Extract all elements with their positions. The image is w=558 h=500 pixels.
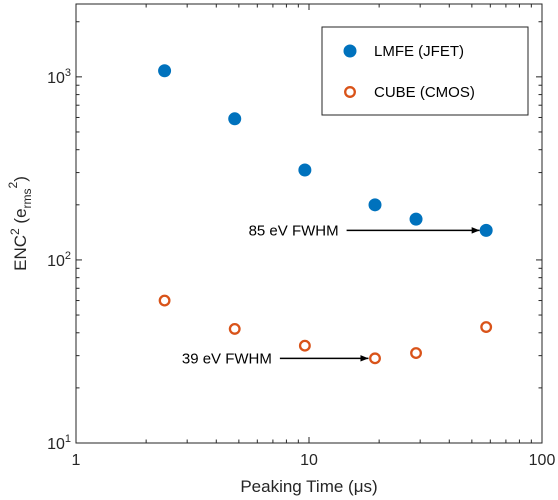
data-point-series-0 xyxy=(298,163,312,177)
y-axis-label: ENC2 (erms2) xyxy=(6,176,34,271)
data-point-series-1 xyxy=(480,321,493,333)
data-point-series-1 xyxy=(158,294,171,307)
legend-marker-open-circle xyxy=(344,86,356,98)
x-tick-label: 10 xyxy=(300,452,318,469)
x-axis-label: Peaking Time (μs) xyxy=(240,477,377,496)
y-tick-label: 102 xyxy=(47,250,71,270)
data-point-series-0 xyxy=(409,212,423,226)
x-tick-label: 100 xyxy=(529,452,556,469)
data-point-series-0 xyxy=(368,198,382,212)
legend: LMFE (JFET) CUBE (CMOS) xyxy=(321,26,529,116)
data-point-series-1 xyxy=(298,339,311,352)
annotation-label: 39 eV FWHM xyxy=(182,350,272,367)
legend-label: LMFE (JFET) xyxy=(374,43,464,60)
data-markers xyxy=(158,64,493,365)
annotation-label: 85 eV FWHM xyxy=(249,222,339,239)
annotations: 85 eV FWHM 39 eV FWHM xyxy=(182,222,480,367)
data-point-series-1 xyxy=(369,352,381,365)
tick-labels: 1 10 100 101 102 103 xyxy=(47,67,555,469)
y-tick-label: 103 xyxy=(47,67,71,87)
data-point-series-1 xyxy=(228,322,241,335)
data-point-series-0 xyxy=(158,64,172,78)
x-tick-label: 1 xyxy=(72,452,81,469)
legend-marker-filled-circle xyxy=(343,44,357,58)
axis-ticks xyxy=(75,4,542,444)
data-point-series-0 xyxy=(479,223,493,237)
y-tick-label: 101 xyxy=(47,433,71,453)
legend-box xyxy=(321,26,529,116)
legend-label: CUBE (CMOS) xyxy=(374,84,475,101)
data-point-series-0 xyxy=(228,112,242,126)
data-point-series-1 xyxy=(410,347,422,359)
axis-labels: Peaking Time (μs) ENC2 (erms2) xyxy=(6,176,378,496)
